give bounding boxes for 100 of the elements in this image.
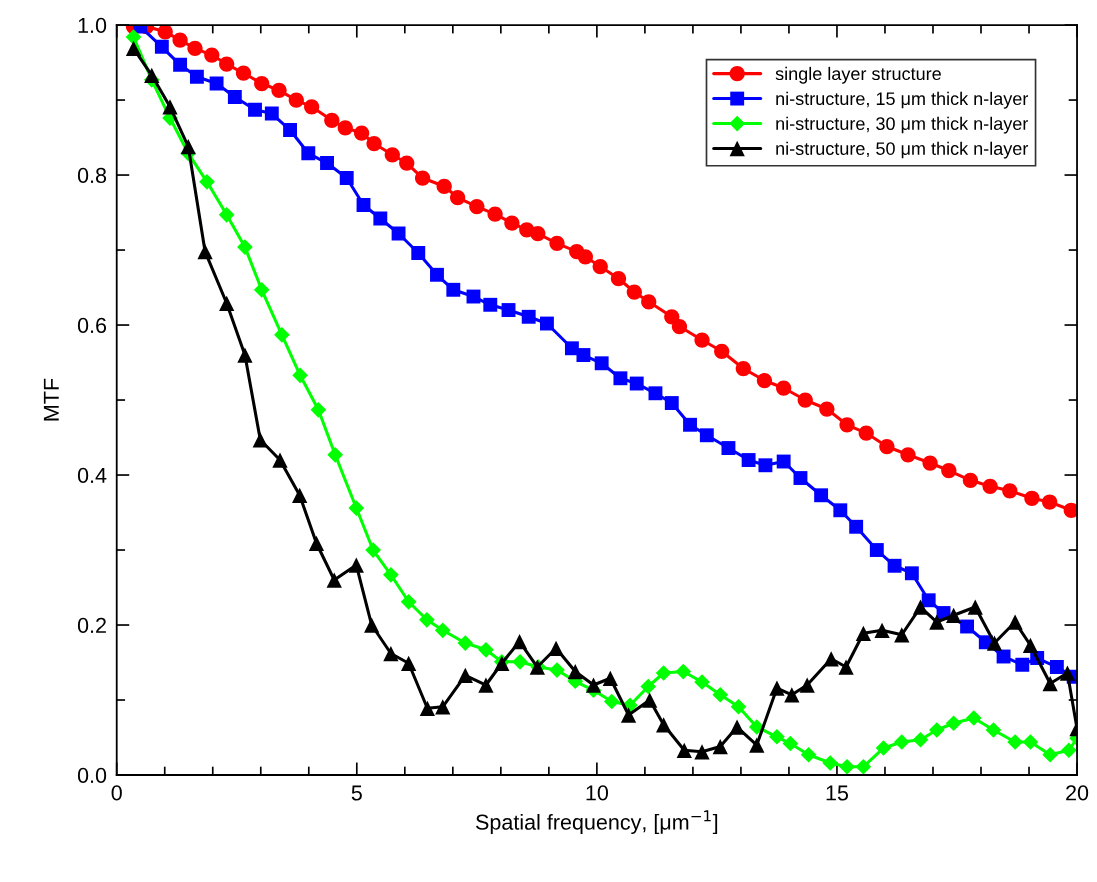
point [366,135,382,152]
point [400,593,417,610]
point [419,700,436,716]
point [694,674,710,690]
point [180,138,196,155]
point [874,622,890,638]
x-tick-label: 10 [586,785,609,801]
point [1042,494,1058,510]
point [758,458,773,473]
point [401,655,417,671]
point [849,519,864,534]
point [833,503,848,518]
legend-label: ni-structure, 50 μm thick n-layer [776,141,1029,159]
point [1015,657,1030,672]
point [793,471,808,485]
point [819,401,835,417]
point [348,557,364,573]
point [602,670,618,686]
point [292,367,308,384]
point [613,371,628,386]
x-tick-label: 5 [351,785,362,801]
point [365,542,381,558]
y-tick-label: 1.0 [78,17,107,34]
point [383,645,399,662]
point [327,446,344,463]
point [797,392,813,408]
point [965,710,982,726]
point [162,99,178,115]
point [364,617,380,633]
point [929,614,945,630]
point [1007,614,1023,630]
point [1059,665,1076,681]
point [235,65,252,81]
point [800,746,817,763]
point [648,386,663,401]
point [712,686,729,703]
point [756,372,773,389]
point [283,123,297,137]
point [784,687,800,703]
point [434,622,451,639]
point [683,417,697,432]
point [172,32,188,48]
point [567,663,583,680]
legend-label: ni-structure, 30 μm thick n-layer [776,116,1029,134]
point [799,677,815,693]
point [512,653,528,670]
point [620,707,637,723]
point [356,198,371,212]
point [154,39,169,54]
point [1042,675,1058,692]
point [869,543,884,557]
point [348,500,365,516]
point [875,740,892,756]
point [391,226,406,241]
point [548,640,564,656]
point [712,738,728,755]
point [501,303,516,317]
point [125,29,142,45]
point [576,348,591,362]
point [629,376,644,391]
point [320,156,334,170]
point [1042,746,1058,763]
point [1007,734,1023,750]
point [749,737,765,753]
point [1049,660,1064,674]
point [675,663,692,680]
point [125,40,142,56]
point [730,698,747,715]
y-tick-label: 0.4 [77,467,107,484]
point [384,147,400,163]
point [324,112,340,128]
point [838,659,854,675]
point [252,432,268,448]
point [204,47,220,63]
point [985,722,1002,738]
point [144,67,160,83]
point [928,722,945,738]
point [823,651,839,667]
point [264,106,279,121]
point [641,294,657,310]
point [946,607,962,623]
point [769,680,785,696]
point [814,488,829,503]
y-axis-title: MTF [43,378,59,421]
point [776,380,792,396]
point [521,309,536,324]
point [187,40,203,56]
point [577,249,593,265]
point [449,189,466,206]
y-tick-label: 0.0 [77,767,107,784]
point [272,452,288,468]
point [699,428,714,443]
point [694,332,710,348]
point [912,731,929,748]
point [399,155,415,171]
point [782,735,799,752]
point [694,744,710,760]
point [157,25,173,40]
point [626,284,642,300]
point [237,239,253,255]
